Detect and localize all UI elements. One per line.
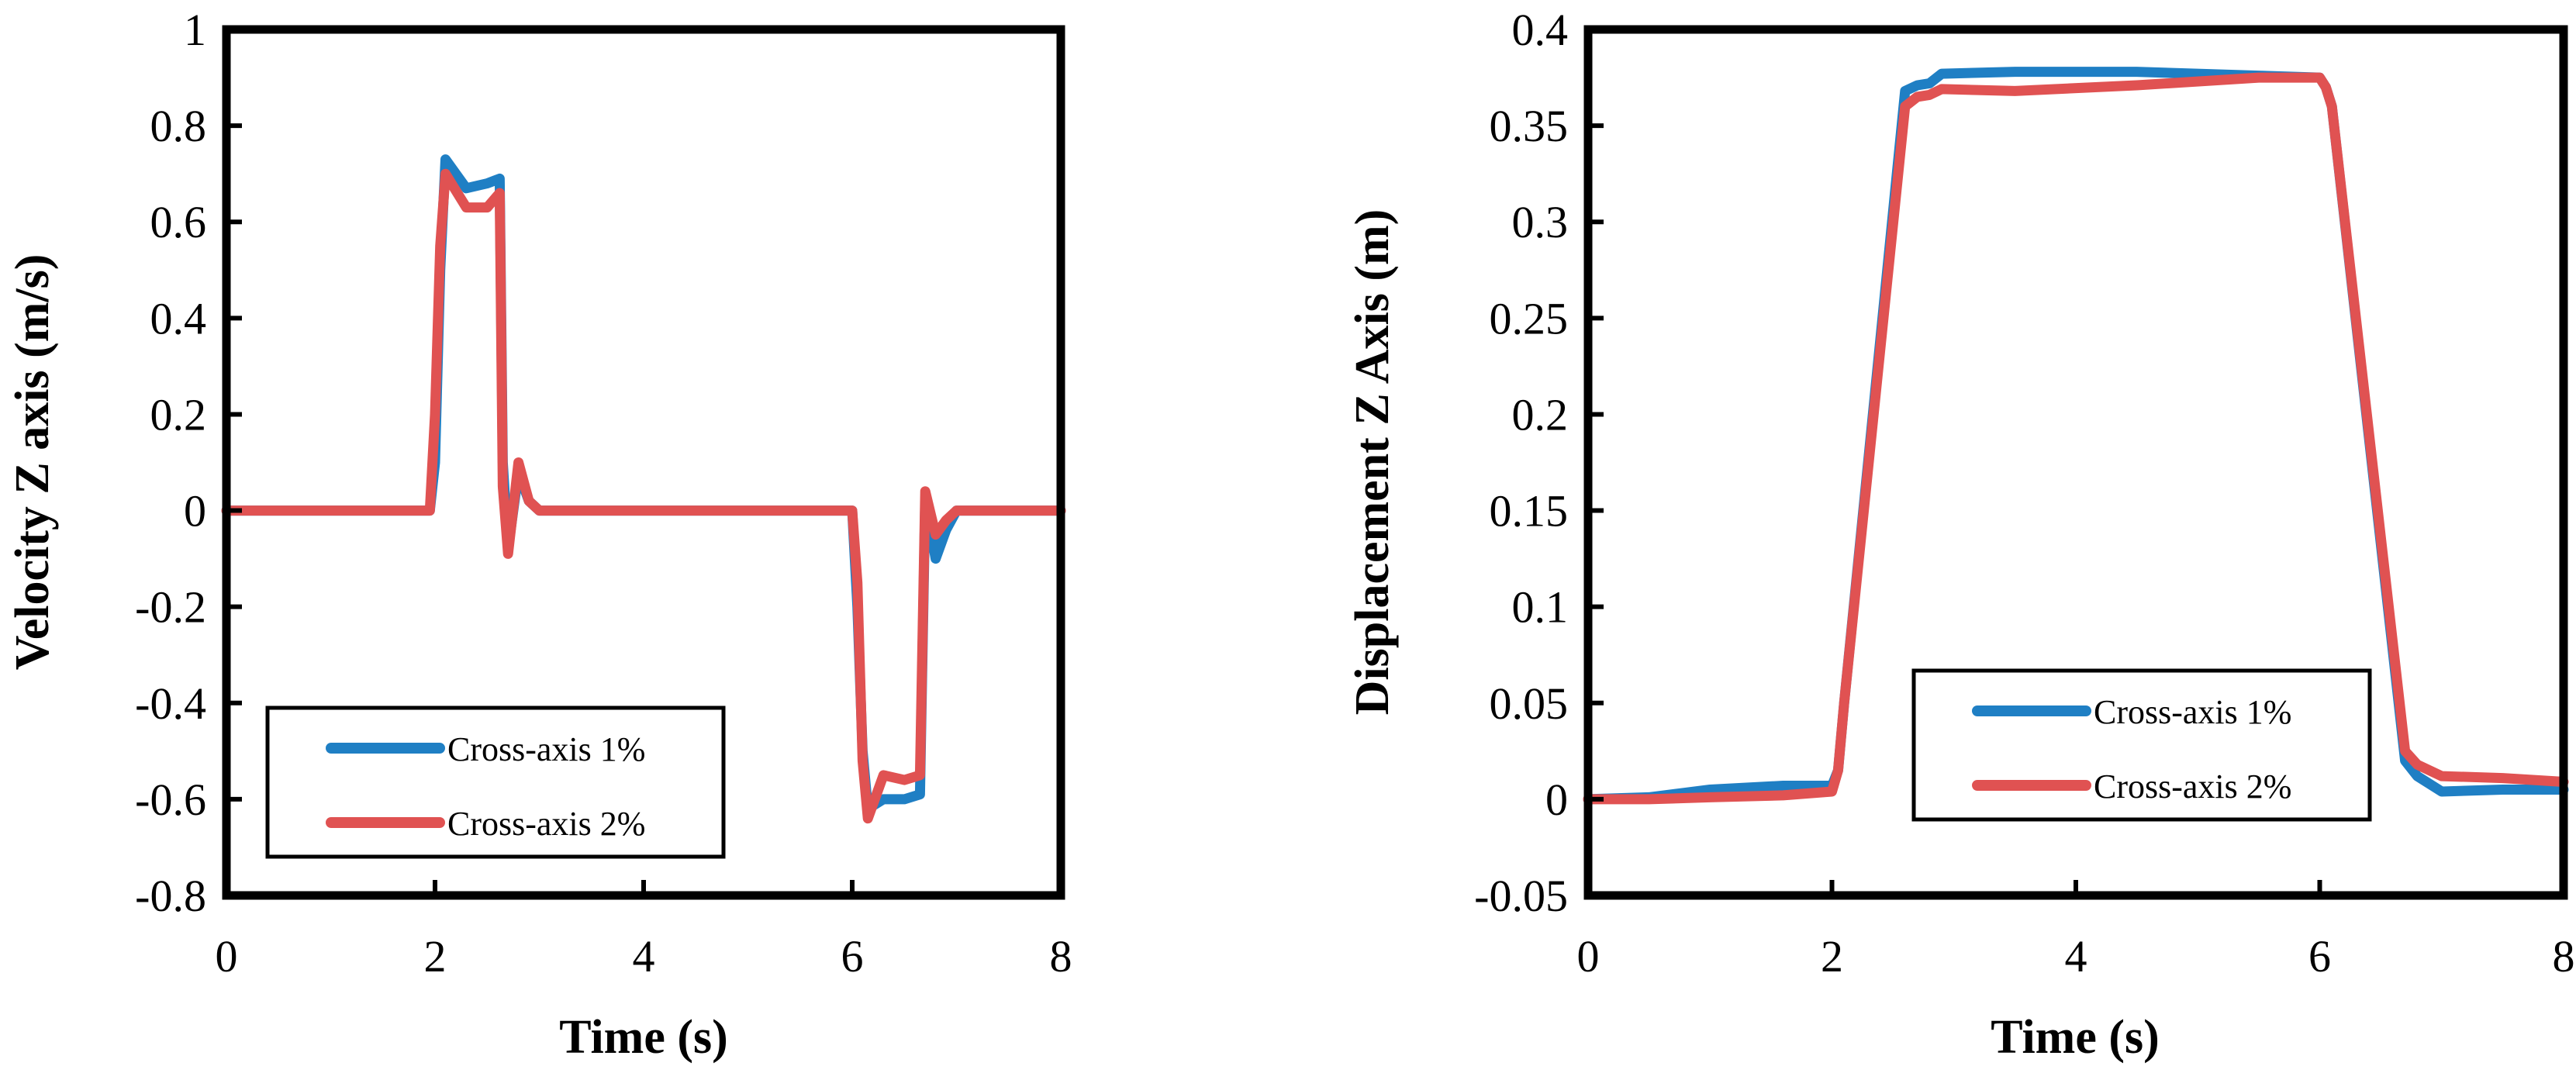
legend-label-2: Cross-axis 2% <box>447 805 645 843</box>
y-axis-title: Velocity Z axis (m/s) <box>6 254 59 671</box>
y-tick-label: 0.4 <box>1512 5 1569 55</box>
y-tick-label: -0.8 <box>135 871 206 921</box>
y-tick-label: 1 <box>184 5 206 55</box>
y-tick-label: 0.6 <box>150 197 207 247</box>
y-tick-label: -0.2 <box>135 582 206 633</box>
y-tick-label: 0.2 <box>150 389 207 440</box>
y-tick-label: 0.4 <box>150 293 207 343</box>
x-axis-title: Time (s) <box>1991 1011 2160 1064</box>
y-tick-label: -0.05 <box>1474 871 1568 921</box>
x-tick-label: 4 <box>633 931 655 981</box>
y-tick-label: 0.2 <box>1512 389 1569 440</box>
x-tick-label: 2 <box>424 931 447 981</box>
x-tick-label: 8 <box>1050 931 1072 981</box>
chart-1: 10.80.60.40.20-0.2-0.4-0.6-0.80 2 4 6 8Time … <box>6 5 1072 1064</box>
x-axis-title: Time (s) <box>559 1011 728 1064</box>
x-tick-label: 6 <box>2308 931 2331 981</box>
y-tick-label: 0.3 <box>1512 197 1569 247</box>
legend-box <box>265 705 726 859</box>
chart-2: 0.40.350.30.250.20.150.10.050-0.050 2 4 6 8T… <box>1346 5 2575 1064</box>
y-tick-label: 0.25 <box>1490 293 1569 343</box>
series-line-2 <box>1583 72 2569 805</box>
y-tick-label: 0.05 <box>1490 678 1569 729</box>
y-tick-label: 0.15 <box>1490 486 1569 536</box>
x-tick-label: 4 <box>2065 931 2087 981</box>
legend-label-1: Cross-axis 1% <box>2094 693 2291 731</box>
x-tick-label: 0 <box>1577 931 1600 981</box>
y-tick-label: -0.4 <box>135 678 206 729</box>
x-tick-label: 8 <box>2553 931 2575 981</box>
legend-label-2: Cross-axis 2% <box>2094 768 2291 806</box>
legend-label-1: Cross-axis 1% <box>447 730 645 768</box>
y-tick-label: 0 <box>184 486 206 536</box>
y-axis-title: Displacement Z Axis (m) <box>1346 209 1399 716</box>
x-tick-label: 0 <box>216 931 238 981</box>
series-line-2 <box>221 168 1066 824</box>
y-tick-label: 0 <box>1545 774 1568 825</box>
y-tick-label: -0.6 <box>135 774 206 825</box>
legend: Cross-axis 1% Cross-axis 2% <box>265 705 726 859</box>
y-tick-label: 0.35 <box>1490 101 1569 151</box>
x-tick-label: 2 <box>1821 931 1843 981</box>
x-tick-label: 6 <box>841 931 864 981</box>
legend-box <box>1911 668 2372 822</box>
legend: Cross-axis 1% Cross-axis 2% <box>1911 668 2372 822</box>
series-line-1 <box>1583 67 2569 805</box>
y-tick-label: 0.8 <box>150 101 207 151</box>
y-tick-label: 0.1 <box>1512 582 1569 633</box>
